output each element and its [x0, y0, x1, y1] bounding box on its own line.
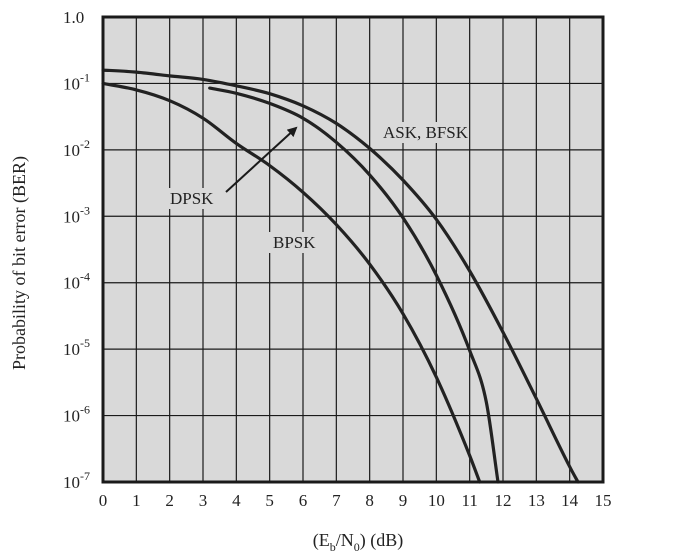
x-tick-labels: 0 1 2 3 4 5 6 7 8 9 10 11 12 13 14 15 [99, 491, 612, 510]
y-tick-label: 10-5 [63, 336, 90, 359]
x-tick-label: 6 [299, 491, 308, 510]
y-tick-label: 10-6 [63, 403, 90, 426]
x-tick-label: 10 [428, 491, 445, 510]
series-label: DPSK [170, 189, 214, 208]
annotations: ASK, BFSK DPSK BPSK [166, 122, 469, 253]
ber-curve-bpsk [101, 81, 482, 484]
x-tick-label: 9 [399, 491, 408, 510]
x-tick-label: 0 [99, 491, 108, 510]
x-axis-label: (Eb/N0) (dB) [313, 530, 404, 554]
x-tick-label: 14 [561, 491, 579, 510]
x-tick-label: 1 [132, 491, 141, 510]
y-tick-label: 10-7 [63, 469, 90, 492]
series-label-bg [269, 232, 312, 253]
y-tick-labels: 1.0 10-1 10-2 10-3 10-4 10-5 10-6 10-7 [63, 8, 90, 492]
y-tick-label: 1.0 [63, 8, 84, 27]
x-tick-label: 11 [461, 491, 477, 510]
x-tick-label: 12 [495, 491, 512, 510]
ber-curve-ask-bfsk [101, 68, 580, 484]
x-tick-label: 13 [528, 491, 545, 510]
y-axis-label: Probability of bit error (BER) [9, 156, 30, 370]
y-tick-label: 10-2 [63, 137, 90, 160]
ber-curve-dpsk [208, 86, 500, 484]
series-label: BPSK [273, 233, 316, 252]
series-layer [101, 68, 580, 484]
x-tick-label: 5 [265, 491, 274, 510]
y-tick-label: 10-1 [63, 70, 90, 93]
plot-area [103, 17, 603, 482]
series-label-bg [379, 122, 465, 143]
x-tick-label: 15 [595, 491, 612, 510]
dpsk-pointer-arrow [225, 126, 298, 193]
y-tick-label: 10-3 [63, 203, 90, 226]
series-label: ASK, BFSK [383, 123, 469, 142]
x-tick-label: 8 [365, 491, 374, 510]
x-tick-label: 3 [199, 491, 208, 510]
x-tick-label: 2 [165, 491, 174, 510]
x-tick-label: 4 [232, 491, 241, 510]
x-tick-label: 7 [332, 491, 341, 510]
y-tick-label: 10-4 [63, 270, 90, 293]
plot-frame [101, 15, 605, 484]
series-label-bg [166, 188, 209, 209]
